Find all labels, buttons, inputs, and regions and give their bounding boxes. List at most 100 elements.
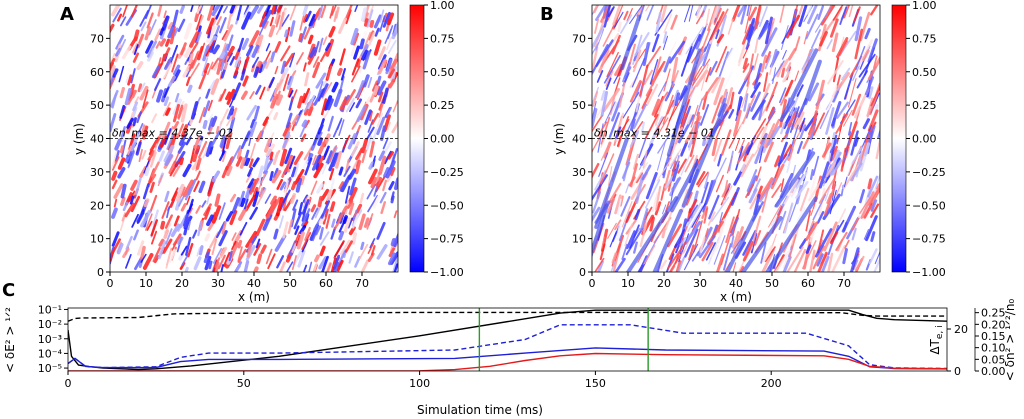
field-streak [151, 113, 158, 124]
field-streak [301, 264, 308, 272]
field-streak [740, 5, 748, 25]
field-streak [806, 149, 812, 161]
field-streak [850, 162, 863, 182]
field-streak [734, 138, 740, 152]
field-streak [198, 70, 208, 90]
panel-letter-a: A [60, 4, 74, 25]
field-streak [799, 117, 806, 132]
field-streak [290, 181, 297, 191]
field-streak [211, 205, 222, 224]
field-streak [374, 27, 380, 37]
field-streak [316, 183, 324, 194]
field-streak [208, 260, 213, 270]
field-streak [202, 100, 211, 118]
field-streak [806, 5, 813, 15]
field-streak [314, 254, 320, 263]
field-streak [670, 56, 679, 84]
field-streak [125, 67, 131, 78]
field-streak [379, 9, 385, 23]
field-streak [819, 18, 836, 40]
field-streak [325, 151, 334, 165]
field-streak [347, 133, 357, 150]
field-streak [366, 213, 374, 230]
field-streak [757, 22, 771, 40]
field-streak [853, 6, 861, 23]
field-streak [312, 56, 320, 68]
field-streak [326, 98, 334, 111]
field-streak [363, 31, 372, 49]
field-streak [671, 70, 679, 88]
field-streak [114, 138, 122, 151]
field-streak [382, 11, 391, 28]
field-streak [755, 166, 762, 182]
field-streak [338, 166, 344, 176]
field-streak [339, 99, 347, 111]
field-streak [269, 16, 274, 27]
field-streak [595, 39, 614, 68]
field-streak [294, 232, 300, 244]
field-streak [661, 228, 666, 239]
field-streak [364, 109, 372, 125]
field-streak [740, 152, 751, 172]
field-streak [177, 236, 184, 246]
field-streak [382, 137, 389, 150]
field-streak [831, 244, 847, 272]
field-streak [754, 230, 762, 246]
field-streak [675, 154, 681, 169]
field-streak [742, 240, 754, 262]
field-streak [360, 259, 370, 272]
field-streak [282, 221, 289, 239]
field-streak [612, 243, 622, 272]
field-streak [835, 112, 849, 134]
field-streak [276, 178, 284, 190]
colorbar-b-ticks: −1.00 −0.75 −0.50 −0.25 0.00 0.25 0.50 0.75 1.00 [906, 0, 946, 279]
field-streak [730, 262, 737, 272]
field-streak [795, 181, 809, 200]
field-streak [297, 95, 304, 109]
field-streak [163, 63, 173, 79]
field-streak [764, 246, 776, 263]
field-streak [725, 47, 733, 61]
field-streak [111, 170, 118, 181]
field-streak [210, 78, 220, 95]
heatmap-a-xlabel: x (m) [238, 290, 270, 304]
colorbar-a-tick-label: −0.75 [430, 233, 464, 246]
field-streak [183, 22, 193, 40]
field-streak [344, 240, 353, 253]
field-streak [662, 35, 669, 51]
field-streak [367, 242, 375, 254]
field-streak [167, 75, 176, 88]
field-streak [133, 229, 139, 241]
field-streak [307, 261, 313, 272]
field-streak [160, 220, 166, 230]
field-streak [663, 13, 672, 34]
field-streak [780, 132, 788, 143]
field-streak [166, 206, 171, 219]
field-streak [713, 7, 722, 25]
field-streak [269, 51, 276, 63]
field-streak [304, 226, 311, 241]
field-streak [640, 79, 645, 99]
colorbar-b-tick-label: 0.75 [912, 32, 937, 45]
field-streak [204, 233, 211, 242]
heatmap-b-xtick-label: 50 [765, 277, 779, 290]
timeseries-xlabel: Simulation time (ms) [417, 403, 543, 417]
field-streak [222, 151, 227, 163]
field-band [594, 137, 629, 230]
field-streak [214, 257, 221, 268]
field-streak [868, 86, 874, 100]
field-streak [289, 52, 296, 68]
field-streak [261, 120, 269, 132]
field-streak [212, 5, 217, 11]
field-streak [763, 141, 774, 163]
field-streak [708, 31, 718, 45]
field-streak [651, 56, 662, 86]
field-streak [144, 213, 153, 231]
field-streak [206, 214, 215, 227]
field-streak [164, 190, 170, 203]
field-streak [618, 118, 630, 136]
field-streak [164, 214, 173, 229]
field-streak [332, 152, 340, 168]
field-streak [276, 90, 281, 100]
field-streak [635, 173, 645, 204]
